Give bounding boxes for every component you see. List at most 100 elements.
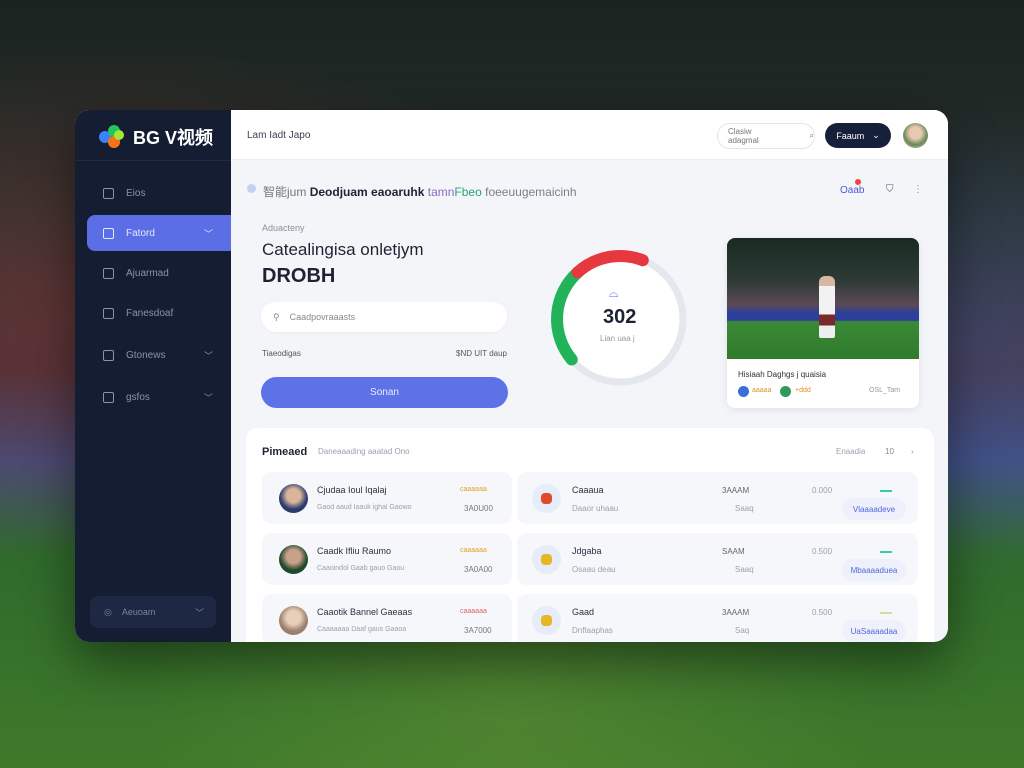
status-indicator <box>880 612 892 614</box>
logo-icon <box>99 125 127 149</box>
video-thumbnail[interactable] <box>727 238 919 359</box>
status-indicator <box>880 551 892 553</box>
sidebar: BG V视频 Eios Fatord ﹀ Ajuarmad Fanesdoaf G… <box>75 110 231 642</box>
search-icon: ⌕ <box>809 131 814 140</box>
chevron-down-icon: ﹀ <box>203 228 213 239</box>
row-tag: caaaaaa <box>460 608 487 615</box>
card-icon <box>103 307 114 319</box>
row-value-sub: Saaq <box>735 565 754 574</box>
row-item: Caaaua <box>572 485 604 495</box>
row-amount: 3A7000 <box>464 626 492 635</box>
list-row[interactable]: Jdgaba Osaau deau SAAM Saaq 0.500 Mbaaaa… <box>517 533 918 585</box>
item-icon <box>532 606 561 635</box>
sidebar-item-label: Ajuarmad <box>126 267 169 279</box>
person-avatar <box>279 484 308 513</box>
chevron-down-icon: ⌄ <box>872 130 880 140</box>
list-row[interactable]: Caaotik Bannel Gaeaas Caaaaaaa Daaf gaus… <box>262 594 512 642</box>
row-action-button[interactable]: UaSaaaadaa <box>842 620 906 642</box>
row-meta: Caaaaaaa Daaf gaus Gaaoa <box>317 626 407 633</box>
bookmark-icon[interactable]: ⛉ <box>886 184 894 195</box>
list-row[interactable]: Caaaua Daaor uhaau 3AAAM Saaq 0.000 Vlaa… <box>517 472 918 524</box>
gauge-value: 302 <box>603 306 637 328</box>
banner-text: 智能jum Deodjuam eaoaruhk tamnFbeo foeeuug… <box>263 185 577 199</box>
brand-logo[interactable]: BG V视频 <box>99 124 213 150</box>
gauge-chart <box>551 250 687 386</box>
row-tag: caaaaaa <box>460 486 487 493</box>
breadcrumb[interactable]: Lam Iadt Japo <box>247 130 311 141</box>
list-title: Pimeaed <box>262 446 308 458</box>
link-icon: ⚲ <box>273 311 280 322</box>
row-name: Caaotik Bannel Gaeaas <box>317 607 413 617</box>
sidebar-item-gtonews[interactable]: Gtonews ﹀ <box>87 337 231 373</box>
row-name: Cjudaa Ioul Iqalaj <box>317 485 387 495</box>
sidebar-item-home[interactable]: Eios <box>87 175 231 211</box>
row-value: SAAM <box>722 547 745 556</box>
row-meta: Caaoindol Gaab gauo Gaou <box>317 565 405 572</box>
sidebar-item-gsfos[interactable]: gsfos ﹀ <box>87 379 231 415</box>
sidebar-item-label: Eios <box>126 187 146 199</box>
row-item-meta: Osaau deau <box>572 565 616 574</box>
notifications-link[interactable]: Oaab <box>840 185 865 196</box>
gauge-icon: ⌓ <box>609 286 619 300</box>
sidebar-item-fatord[interactable]: Fatord ﹀ <box>87 215 231 251</box>
row-item: Gaad <box>572 607 595 617</box>
chevron-down-icon: ﹀ <box>194 607 204 618</box>
video-card[interactable]: Hisiaah Daghgs j quaisia aaaaa +ddd OSL_… <box>727 238 919 408</box>
search-placeholder: Clasiw adagmal <box>728 127 759 145</box>
app-window: BG V视频 Eios Fatord ﹀ Ajuarmad Fanesdoaf G… <box>75 110 948 642</box>
brand-name: BG V视频 <box>133 128 214 148</box>
search-input[interactable]: Clasiw adagmal ⌕ <box>717 123 815 149</box>
sidebar-item-fanesdoaf[interactable]: Fanesdoaf <box>87 295 231 331</box>
gauge-red-arc <box>571 250 649 279</box>
list-icon <box>103 227 114 239</box>
person-avatar <box>279 545 308 574</box>
sidebar-item-ajuarmad[interactable]: Ajuarmad <box>87 255 231 291</box>
channel-icon <box>780 386 791 397</box>
chevron-down-icon: ﹀ <box>203 392 213 403</box>
divider <box>75 160 231 161</box>
chevron-down-icon: ﹀ <box>203 350 213 361</box>
primary-button[interactable]: Sonan <box>261 377 508 408</box>
row-item-meta: Daaor uhaau <box>572 504 619 513</box>
channel-icon <box>738 386 749 397</box>
row-rate: 0.000 <box>812 486 833 495</box>
row-value: 3AAAM <box>722 486 750 495</box>
hero-meta-right: $ND UIT daup <box>456 349 507 358</box>
box-icon <box>103 349 114 361</box>
hero-input[interactable]: ⚲ Caadpovraaasts <box>261 302 507 332</box>
status-indicator <box>880 490 892 492</box>
list-row[interactable]: Caadk Ifliu Raumo Caaoindol Gaab gauo Ga… <box>262 533 512 585</box>
list-row[interactable]: Cjudaa Ioul Iqalaj Gaod aaud Iaauk ighal… <box>262 472 512 524</box>
list-more-link[interactable]: Enaadia <box>836 447 866 456</box>
notification-badge <box>855 179 861 185</box>
row-amount: 3A0U00 <box>464 504 493 513</box>
header-dropdown-button[interactable]: Faaum ⌄ <box>825 123 891 148</box>
hero-value: DROBH <box>262 265 336 287</box>
video-tag: aaaaa <box>752 387 772 394</box>
hero-eyebrow: Aduacteny <box>262 223 305 233</box>
list-row[interactable]: Gaad Dnftaaphas 3AAAM Saq 0.500 UaSaaaad… <box>517 594 918 642</box>
list-count: 10 <box>885 447 894 456</box>
row-meta: Gaod aaud Iaauk ighal Gaowo <box>317 504 412 511</box>
user-avatar[interactable] <box>903 123 928 148</box>
list-panel: Pimeaed Daneaaading aaatad Ono Enaadia 1… <box>246 428 934 642</box>
row-action-button[interactable]: Vlaaaadeve <box>842 498 906 520</box>
top-header: Lam Iadt Japo Clasiw adagmal ⌕ Faaum ⌄ <box>231 110 948 160</box>
row-action-button[interactable]: Mbaaaaduea <box>842 559 906 581</box>
input-placeholder: Caadpovraaasts <box>289 312 356 322</box>
more-icon[interactable]: ⋮ <box>913 184 923 195</box>
hero-title: Catealingisa onletjym <box>262 240 424 259</box>
video-tag: +ddd <box>795 387 811 394</box>
video-time: OSL_Tam <box>869 387 901 394</box>
row-value: 3AAAM <box>722 608 750 617</box>
sidebar-item-label: Gtonews <box>126 349 166 361</box>
sidebar-footer-button[interactable]: ◎ Aeuoam ﹀ <box>90 596 216 628</box>
chevron-right-icon[interactable]: › <box>911 447 914 456</box>
row-item: Jdgaba <box>572 546 602 556</box>
person-avatar <box>279 606 308 635</box>
sidebar-item-label: gsfos <box>126 391 150 403</box>
sidebar-footer-label: Aeuoam <box>121 607 156 617</box>
row-rate: 0.500 <box>812 547 833 556</box>
row-item-meta: Dnftaaphas <box>572 626 613 635</box>
image-icon <box>103 391 114 403</box>
